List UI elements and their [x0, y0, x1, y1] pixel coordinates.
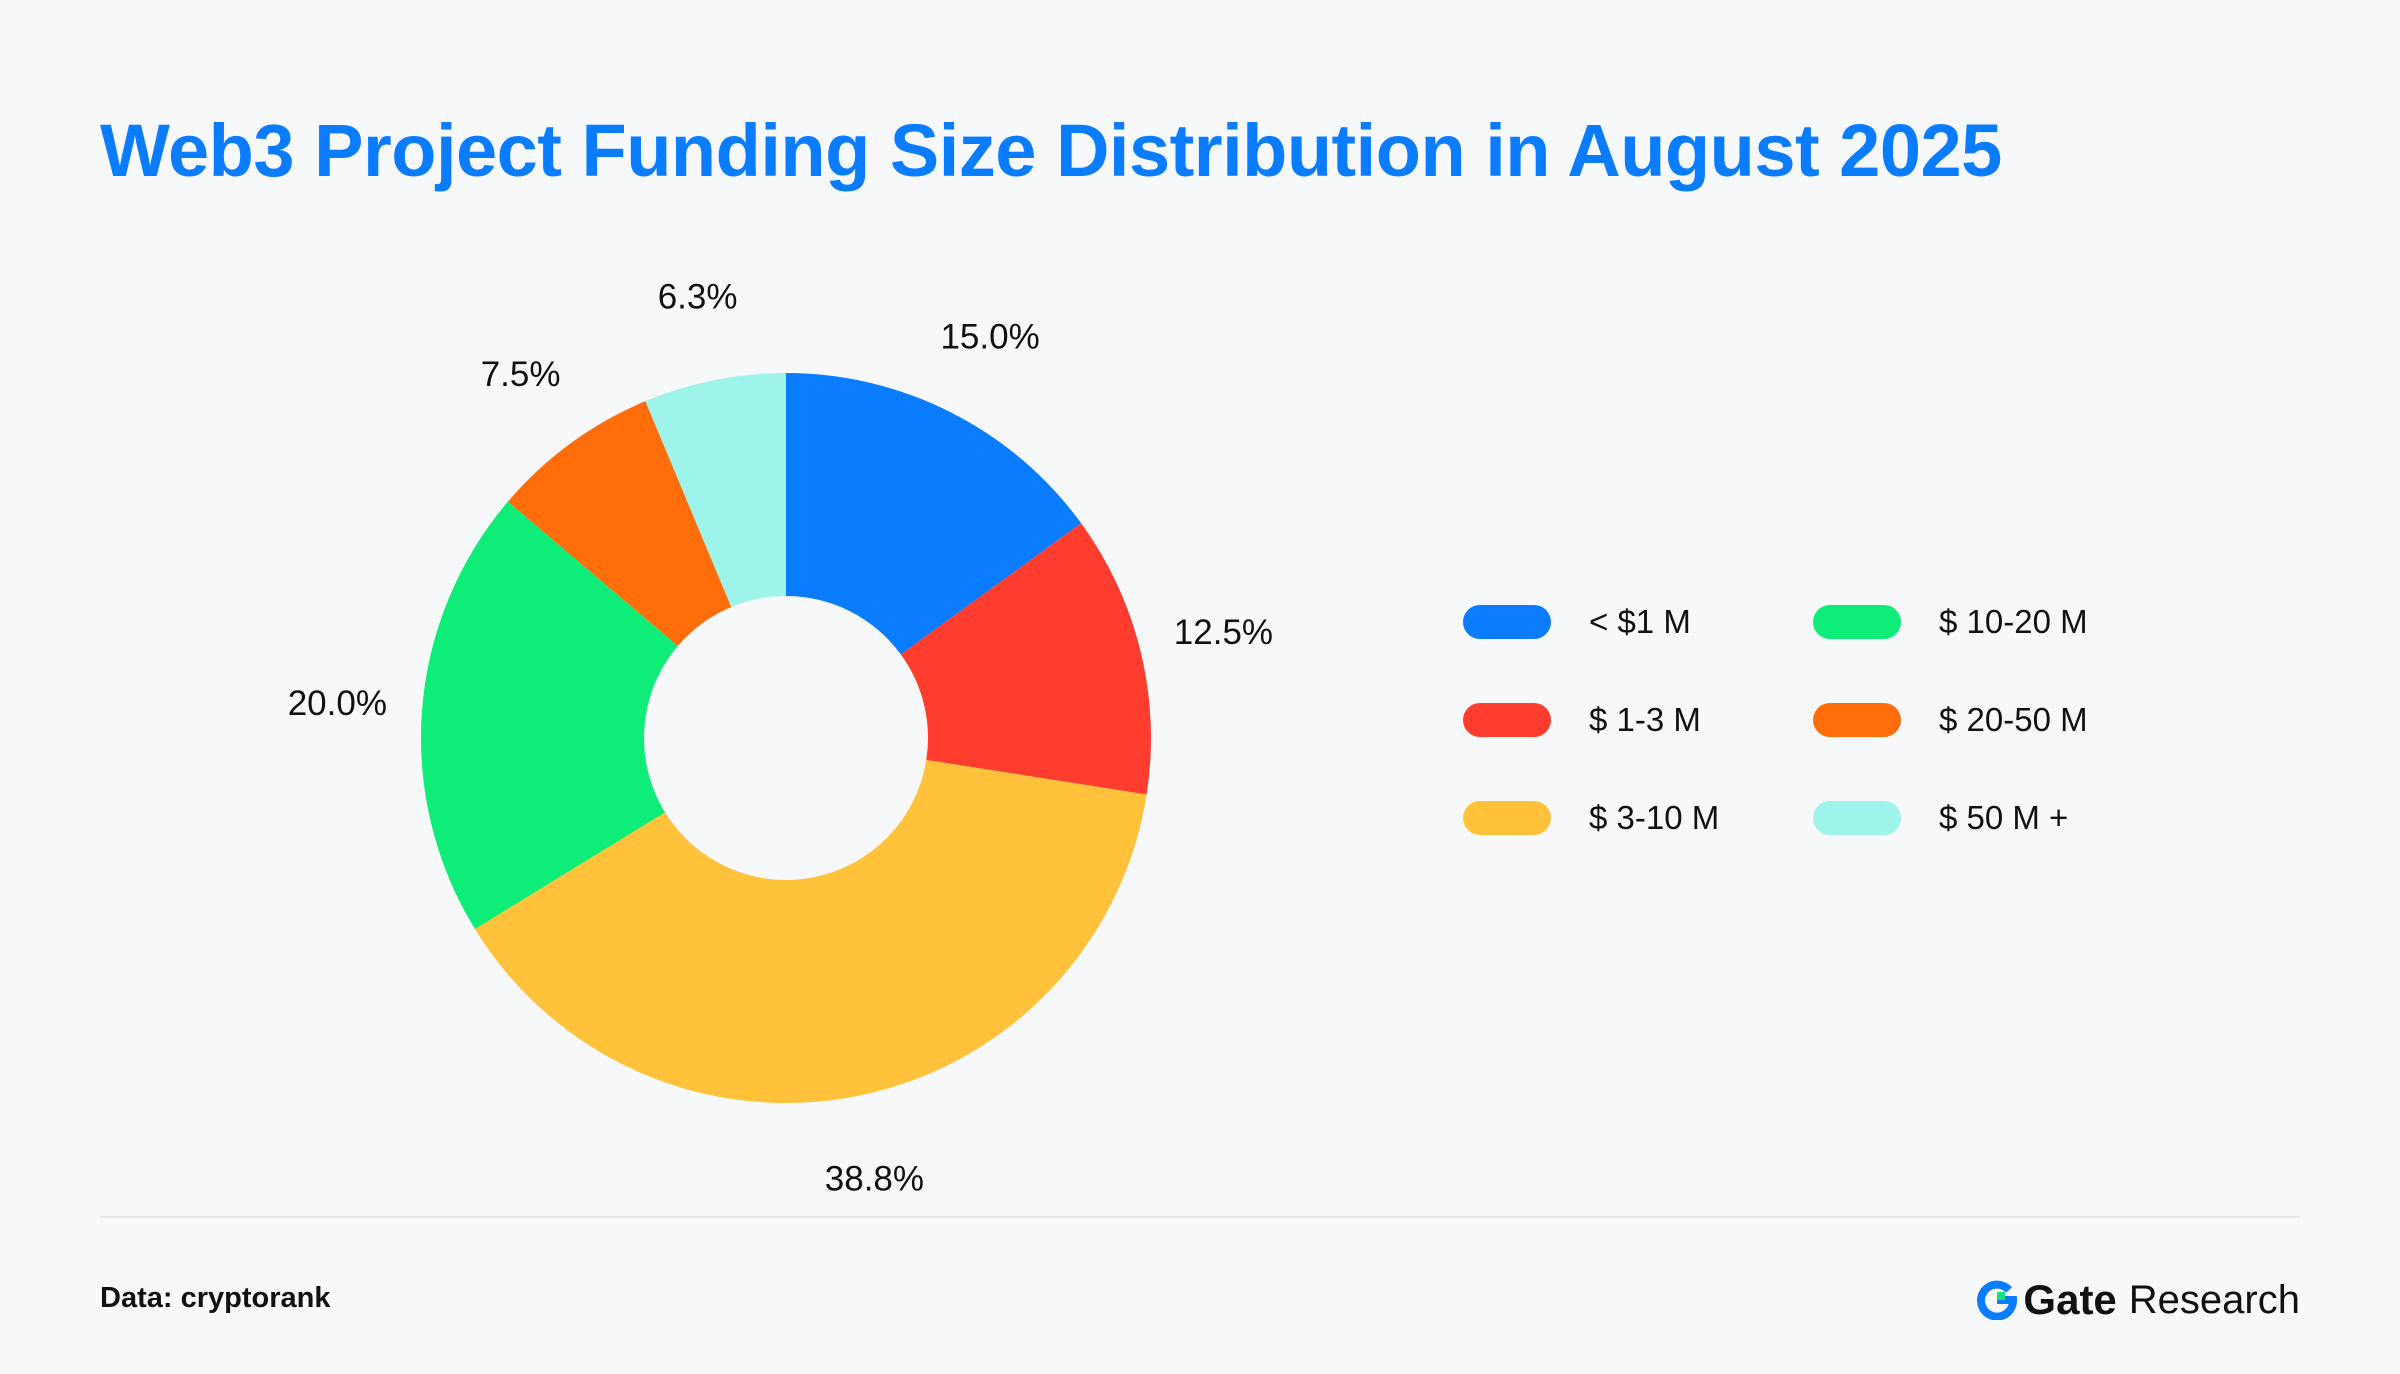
slice-label-1-m: 15.0% — [940, 317, 1039, 356]
legend-swatch — [1463, 703, 1551, 737]
slice-label-50-m: 6.3% — [658, 277, 738, 316]
legend-swatch — [1813, 801, 1901, 835]
chart-title: Web3 Project Funding Size Distribution i… — [100, 109, 2002, 192]
slice-50-m — [645, 373, 786, 607]
legend-item-1-3m: $ 1-3 M — [1463, 698, 1813, 742]
legend-item-under-1m: < $1 M — [1463, 600, 1813, 644]
legend-swatch — [1813, 703, 1901, 737]
footer-divider — [100, 1216, 2300, 1218]
slice-3-10-m — [474, 759, 1147, 1103]
slice-10-20-m — [421, 501, 678, 930]
slice-label-20-50-m: 7.5% — [481, 355, 561, 394]
legend: < $1 M $ 10-20 M $ 1-3 M $ 20-50 M $ 3-1… — [1463, 600, 2133, 894]
legend-item-20-50m: $ 20-50 M — [1813, 698, 2133, 742]
legend-label: $ 3-10 M — [1589, 799, 1720, 836]
slice-label-3-10-m: 38.8% — [825, 1160, 924, 1199]
legend-label: $ 10-20 M — [1939, 603, 2088, 640]
legend-label: < $1 M — [1589, 603, 1691, 640]
legend-swatch — [1813, 605, 1901, 639]
slice-1-3-m — [900, 523, 1151, 795]
data-source: Data: cryptorank — [100, 1282, 331, 1314]
slice-label-1-3-m: 12.5% — [1174, 613, 1273, 652]
legend-item-50m-plus: $ 50 M + — [1813, 796, 2133, 840]
legend-swatch — [1463, 801, 1551, 835]
brand-suffix: Research — [2128, 1277, 2300, 1322]
legend-label: $ 20-50 M — [1939, 701, 2088, 738]
gate-logo-icon — [1977, 1280, 2018, 1320]
brand-logo: Gate Research — [1977, 1275, 2300, 1325]
slice-label-10-20-m: 20.0% — [288, 684, 387, 723]
slice-1-m — [786, 373, 1082, 655]
legend-item-3-10m: $ 3-10 M — [1463, 796, 1813, 840]
legend-swatch — [1463, 605, 1551, 639]
brand-name: Gate — [2023, 1276, 2117, 1323]
legend-item-10-20m: $ 10-20 M — [1813, 600, 2133, 644]
slice-20-50-m — [507, 401, 732, 647]
legend-label: $ 50 M + — [1939, 799, 2069, 836]
legend-label: $ 1-3 M — [1589, 701, 1701, 738]
